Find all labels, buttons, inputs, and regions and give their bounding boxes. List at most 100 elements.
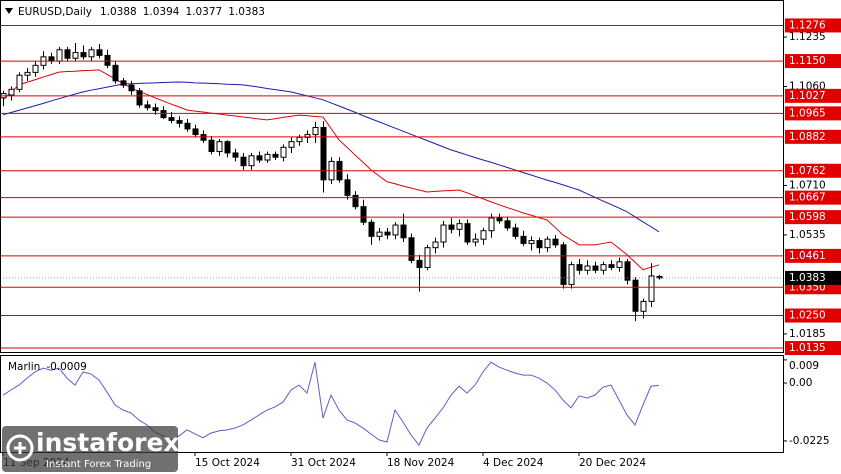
candle-body <box>384 231 391 236</box>
x-tick-label: 15 Oct 2024 <box>195 457 260 469</box>
candle-body <box>152 107 159 112</box>
candle-body <box>184 122 191 130</box>
header-open: 1.0388 <box>100 6 137 18</box>
candle-body <box>352 194 359 208</box>
candle-body <box>632 279 639 312</box>
watermark-bg <box>2 426 178 472</box>
candle-body <box>360 206 367 223</box>
osc-y-tick-label: 0.009 <box>789 360 819 372</box>
candle-body <box>80 52 87 58</box>
candle-body <box>96 49 103 56</box>
candle-body <box>264 153 271 161</box>
candle-body <box>648 275 655 302</box>
candle-body <box>16 74 23 90</box>
symbol-title: EURUSD,Daily <box>18 6 92 18</box>
candle-body <box>256 155 263 161</box>
y-tick-label: 1.1235 <box>789 31 826 43</box>
menu-triangle[interactable] <box>5 8 13 14</box>
level-label: 1.0461 <box>789 250 826 262</box>
candle-body <box>608 264 615 268</box>
x-tick-label: 4 Dec 2024 <box>483 457 544 469</box>
candle-body <box>592 265 599 271</box>
level-label-box <box>785 308 841 323</box>
candle-body <box>496 217 503 222</box>
level-label-box <box>785 341 841 356</box>
level-label: 1.0135 <box>789 342 826 354</box>
header-high: 1.0394 <box>143 6 180 18</box>
x-tick-label: 18 Nov 2024 <box>387 457 455 469</box>
candle-body <box>192 128 199 136</box>
price-panel-frame <box>0 0 784 353</box>
candle-body <box>312 127 319 136</box>
y-tick-label: 1.0185 <box>789 328 826 340</box>
candle-body <box>8 88 15 96</box>
moving-average <box>2 69 660 271</box>
candle-body <box>104 54 111 66</box>
level-label: 1.0762 <box>789 165 826 177</box>
candle-body <box>144 104 151 109</box>
header-close: 1.0383 <box>228 6 265 18</box>
oscillator-line <box>2 361 660 446</box>
candle-body <box>376 231 383 237</box>
candle-body <box>208 139 215 153</box>
chart-header: EURUSD,Daily 1.0388 1.0394 1.0377 1.0383 <box>18 6 265 18</box>
candle-body <box>288 141 295 148</box>
candle-body <box>432 241 439 249</box>
level-label: 1.1027 <box>789 90 826 102</box>
osc-y-tick-label: -0.0225 <box>789 435 830 447</box>
candle-body <box>504 220 511 229</box>
oscillator-current: -0.0009 <box>46 361 87 373</box>
candle-body <box>600 264 607 271</box>
candle-body <box>576 264 583 271</box>
candle-body <box>424 247 431 268</box>
candle-body <box>624 261 631 281</box>
level-label: 1.1276 <box>789 19 826 31</box>
candle-body <box>200 134 207 141</box>
candle-body <box>488 217 495 232</box>
level-label-box <box>785 163 841 178</box>
y-tick-label: 1.0710 <box>789 179 826 191</box>
candle-body <box>176 119 183 124</box>
candle-body <box>272 153 279 158</box>
candle-body <box>48 56 55 62</box>
candle-body <box>88 49 95 58</box>
level-label-box <box>785 18 841 33</box>
candle-body <box>536 240 543 249</box>
candle-body <box>304 134 311 138</box>
candle-body <box>440 224 447 243</box>
level-label: 1.0882 <box>789 131 826 143</box>
price-panel <box>0 42 663 322</box>
candle-body <box>392 224 399 236</box>
candle-body <box>320 127 327 181</box>
candle-body <box>616 261 623 268</box>
level-label: 1.0965 <box>789 107 826 119</box>
candle-body <box>120 80 127 86</box>
candle-body <box>128 84 135 92</box>
level-label-box <box>785 88 841 103</box>
candle-body <box>640 300 647 312</box>
level-label-box <box>785 106 841 121</box>
oscillator-title: Marlin <box>8 361 40 373</box>
level-label-box <box>785 54 841 69</box>
candle-body <box>456 223 463 230</box>
candle-body <box>24 71 31 76</box>
candle-body <box>552 238 559 246</box>
level-label-box <box>785 129 841 144</box>
level-label-box <box>785 190 841 205</box>
y-tick-label: 1.0535 <box>789 229 826 241</box>
candle-body <box>400 224 407 239</box>
candle-body <box>64 49 71 59</box>
current-price-label: 1.0383 <box>789 272 826 284</box>
candle-body <box>472 238 479 243</box>
candle-body <box>280 146 287 158</box>
candle-body <box>568 264 575 285</box>
candle-body <box>56 49 63 62</box>
watermark-brand: instaforex <box>36 428 180 457</box>
candle-body <box>480 230 487 240</box>
candle-body <box>656 276 663 279</box>
candle-body <box>368 221 375 237</box>
watermark-icon <box>6 434 34 462</box>
